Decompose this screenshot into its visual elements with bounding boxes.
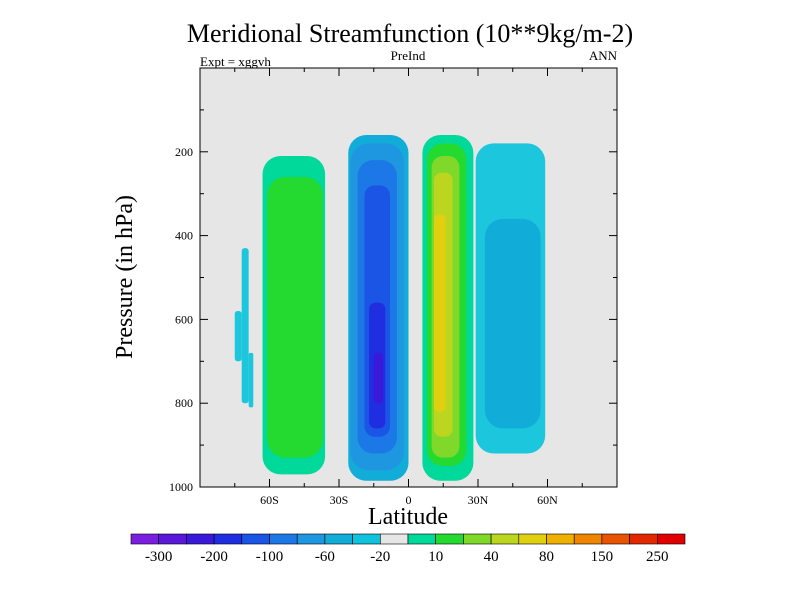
colorbar-swatch <box>186 533 215 545</box>
colorbar-swatch <box>518 533 547 545</box>
contour-field-c <box>248 352 254 408</box>
colorbar-swatch <box>296 533 326 545</box>
colorbar-swatch <box>130 533 160 545</box>
colorbar: -300 -200 -100 -60 -20 10 40 80 150 250 <box>130 533 686 565</box>
y-tick-label: 200 <box>175 145 193 159</box>
colorbar-swatch <box>407 533 437 545</box>
y-tick-label: 1000 <box>169 480 193 494</box>
contour-field-k <box>373 352 384 404</box>
colorbar-label: 80 <box>539 549 554 565</box>
colorbar-swatch <box>352 533 381 545</box>
colorbar-label: -300 <box>145 549 173 565</box>
colorbar-swatch <box>629 533 658 545</box>
y-tick-label: 600 <box>175 312 193 326</box>
y-axis-ticks: 200 400 600 800 1000 <box>169 109 617 494</box>
chart-subtitle-center: PreInd <box>391 48 426 63</box>
contour-field-p <box>433 214 446 412</box>
colorbar-label: 40 <box>484 549 499 565</box>
colorbar-swatch <box>601 533 630 545</box>
colorbar-swatch <box>241 533 270 545</box>
colorbar-swatch <box>435 533 464 545</box>
contour-field-a <box>234 311 242 362</box>
x-axis-label: Latitude <box>368 504 448 530</box>
colorbar-swatch <box>379 533 409 545</box>
colorbar-label: -200 <box>200 549 228 565</box>
x-tick-label: 30S <box>330 493 349 507</box>
y-tick-label: 400 <box>175 229 193 243</box>
colorbar-label: 250 <box>646 549 669 565</box>
colorbar-swatch <box>324 533 353 545</box>
colorbar-label: 10 <box>428 549 443 565</box>
x-tick-label: 60S <box>260 493 279 507</box>
colorbar-swatch <box>656 533 686 545</box>
colorbar-swatch <box>490 533 520 545</box>
x-axis-ticks: 60S 30S 0 30N 60N <box>234 68 583 507</box>
colorbar-swatch <box>463 533 492 545</box>
y-tick-label: 800 <box>175 396 193 410</box>
colorbar-swatch <box>269 533 298 545</box>
contour-field-e <box>267 176 323 458</box>
contour-field-r <box>484 218 541 429</box>
x-tick-label: 30N <box>468 493 489 507</box>
colorbar-label: -20 <box>370 549 390 565</box>
colorbar-swatch <box>573 533 603 545</box>
y-axis-label: Pressure (in hPa) <box>112 195 138 359</box>
chart-subtitle-left: Expt = xggvh <box>200 54 271 69</box>
colorbar-swatch <box>546 533 575 545</box>
colorbar-swatch <box>158 533 187 545</box>
contour-field-b <box>241 248 249 404</box>
x-tick-label: 0 <box>406 493 412 507</box>
colorbar-swatch <box>213 533 243 545</box>
colorbar-label: 150 <box>591 549 614 565</box>
colorbar-label: -100 <box>256 549 284 565</box>
chart-subtitle-right: ANN <box>589 48 618 63</box>
colorbar-label: -60 <box>315 549 335 565</box>
contour-fields <box>234 135 546 481</box>
chart-title: Meridional Streamfunction (10**9kg/m-2) <box>187 19 633 48</box>
x-tick-label: 60N <box>537 493 558 507</box>
